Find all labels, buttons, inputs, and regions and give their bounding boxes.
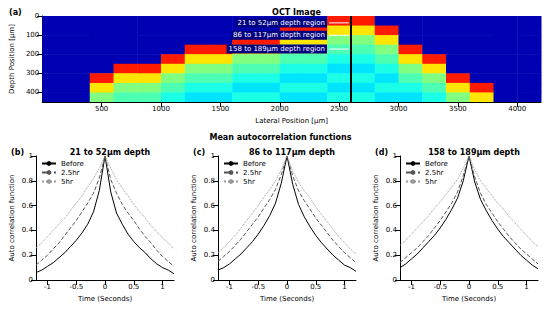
svg-text:0: 0: [211, 276, 215, 284]
svg-text:200: 200: [26, 50, 39, 58]
svg-text:-0.5: -0.5: [251, 283, 265, 291]
svg-text:2500: 2500: [330, 105, 348, 113]
svg-text:Before: Before: [243, 160, 266, 168]
svg-text:0.2: 0.2: [22, 251, 33, 259]
svg-text:OCT Image: OCT Image: [272, 8, 321, 17]
svg-text:-0.5: -0.5: [69, 283, 83, 291]
svg-text:86 to 117μm depth region: 86 to 117μm depth region: [233, 31, 325, 39]
svg-text:Depth Position [μm]: Depth Position [μm]: [8, 24, 16, 94]
svg-text:Time (Seconds): Time (Seconds): [441, 295, 496, 303]
svg-text:Before: Before: [425, 160, 448, 168]
svg-text:0.5: 0.5: [128, 283, 139, 291]
svg-text:0: 0: [467, 283, 471, 291]
svg-text:2000: 2000: [271, 105, 289, 113]
svg-text:86 to 117μm depth: 86 to 117μm depth: [249, 148, 335, 157]
svg-text:1: 1: [393, 152, 397, 160]
svg-text:Auto correlation function: Auto correlation function: [372, 175, 380, 262]
svg-text:0: 0: [285, 283, 289, 291]
svg-text:0: 0: [29, 276, 33, 284]
svg-text:Time (Seconds): Time (Seconds): [77, 295, 132, 303]
svg-text:Before: Before: [61, 160, 84, 168]
svg-text:0.2: 0.2: [386, 251, 397, 259]
svg-text:Time (Seconds): Time (Seconds): [259, 295, 314, 303]
svg-text:0.5: 0.5: [310, 283, 321, 291]
svg-text:0.6: 0.6: [386, 202, 398, 210]
svg-text:-0.5: -0.5: [433, 283, 447, 291]
svg-text:3500: 3500: [449, 105, 467, 113]
svg-text:2.5hr: 2.5hr: [61, 169, 80, 177]
svg-text:3000: 3000: [390, 105, 408, 113]
svg-text:5hr: 5hr: [425, 178, 437, 186]
svg-text:300: 300: [26, 69, 39, 77]
svg-text:158 to 189μm depth region: 158 to 189μm depth region: [229, 45, 325, 53]
svg-text:21 to 52μm depth region: 21 to 52μm depth region: [237, 19, 325, 27]
svg-text:0: 0: [103, 283, 107, 291]
svg-text:400: 400: [26, 88, 39, 96]
svg-text:1: 1: [29, 152, 33, 160]
svg-text:0.4: 0.4: [22, 226, 34, 234]
svg-text:-1: -1: [226, 283, 233, 291]
svg-text:(c): (c): [193, 148, 205, 157]
svg-text:Auto correlation function: Auto correlation function: [8, 175, 16, 262]
svg-text:Lateral Position [μm]: Lateral Position [μm]: [255, 117, 328, 125]
svg-text:2.5hr: 2.5hr: [425, 169, 444, 177]
svg-text:0.5: 0.5: [492, 283, 503, 291]
svg-text:0.6: 0.6: [22, 202, 34, 210]
svg-text:-1: -1: [44, 283, 51, 291]
svg-text:100: 100: [26, 31, 39, 39]
svg-text:4000: 4000: [508, 105, 526, 113]
svg-text:1: 1: [524, 283, 528, 291]
svg-text:0.6: 0.6: [204, 202, 216, 210]
svg-text:1000: 1000: [152, 105, 170, 113]
svg-text:0: 0: [393, 276, 397, 284]
svg-text:1: 1: [211, 152, 215, 160]
svg-text:0.8: 0.8: [386, 177, 397, 185]
svg-text:158 to 189μm depth: 158 to 189μm depth: [428, 148, 520, 157]
svg-text:-1: -1: [408, 283, 415, 291]
svg-text:5hr: 5hr: [61, 178, 73, 186]
svg-text:0.4: 0.4: [204, 226, 216, 234]
svg-text:1500: 1500: [211, 105, 229, 113]
svg-text:0: 0: [35, 12, 39, 20]
svg-text:1: 1: [160, 283, 164, 291]
svg-text:Mean autocorrelation functions: Mean autocorrelation functions: [209, 133, 351, 142]
svg-text:(a): (a): [9, 8, 22, 17]
svg-text:0.8: 0.8: [204, 177, 215, 185]
svg-text:(b): (b): [11, 148, 24, 157]
svg-text:1: 1: [342, 283, 346, 291]
svg-text:500: 500: [95, 105, 108, 113]
svg-text:0.2: 0.2: [204, 251, 215, 259]
svg-text:Auto correlation function: Auto correlation function: [190, 175, 198, 262]
svg-text:0.4: 0.4: [386, 226, 398, 234]
svg-text:(d): (d): [375, 148, 388, 157]
svg-text:5hr: 5hr: [243, 178, 255, 186]
svg-text:0.8: 0.8: [22, 177, 33, 185]
svg-text:2.5hr: 2.5hr: [243, 169, 262, 177]
svg-text:21 to 52μm depth: 21 to 52μm depth: [70, 148, 151, 157]
